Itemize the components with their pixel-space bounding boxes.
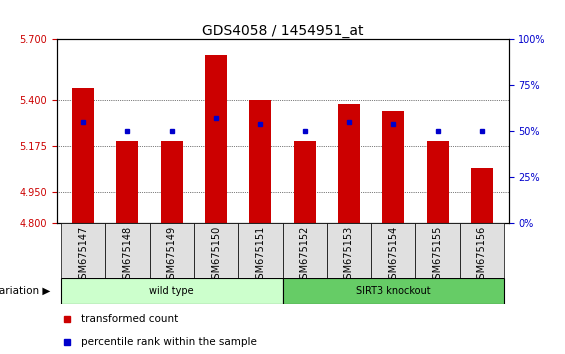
Text: GSM675150: GSM675150 [211, 226, 221, 285]
FancyBboxPatch shape [371, 223, 415, 278]
Text: GSM675155: GSM675155 [433, 226, 442, 285]
Text: GSM675149: GSM675149 [167, 226, 177, 285]
Text: GSM675156: GSM675156 [477, 226, 487, 285]
Text: SIRT3 knockout: SIRT3 knockout [356, 286, 431, 296]
FancyBboxPatch shape [282, 223, 327, 278]
Bar [205, 55, 227, 223]
FancyBboxPatch shape [150, 223, 194, 278]
Text: transformed count: transformed count [81, 314, 179, 324]
Text: GSM675154: GSM675154 [388, 226, 398, 285]
Text: GSM675152: GSM675152 [299, 226, 310, 285]
FancyBboxPatch shape [105, 223, 150, 278]
Text: GSM675148: GSM675148 [123, 226, 132, 285]
Bar [160, 141, 183, 223]
Bar [338, 104, 360, 223]
FancyBboxPatch shape [194, 223, 238, 278]
FancyBboxPatch shape [238, 223, 282, 278]
Text: genotype/variation ▶: genotype/variation ▶ [0, 286, 51, 296]
FancyBboxPatch shape [282, 278, 504, 304]
Text: percentile rank within the sample: percentile rank within the sample [81, 337, 257, 347]
Bar [382, 110, 405, 223]
Text: GSM675151: GSM675151 [255, 226, 266, 285]
Title: GDS4058 / 1454951_at: GDS4058 / 1454951_at [202, 24, 363, 38]
Bar [116, 141, 138, 223]
Text: GSM675153: GSM675153 [344, 226, 354, 285]
Bar [294, 141, 316, 223]
FancyBboxPatch shape [415, 223, 460, 278]
Text: GSM675147: GSM675147 [78, 226, 88, 285]
Text: wild type: wild type [149, 286, 194, 296]
Bar [249, 100, 271, 223]
FancyBboxPatch shape [327, 223, 371, 278]
Bar [471, 168, 493, 223]
FancyBboxPatch shape [61, 278, 282, 304]
FancyBboxPatch shape [460, 223, 504, 278]
Bar [72, 88, 94, 223]
FancyBboxPatch shape [61, 223, 105, 278]
Bar [427, 141, 449, 223]
